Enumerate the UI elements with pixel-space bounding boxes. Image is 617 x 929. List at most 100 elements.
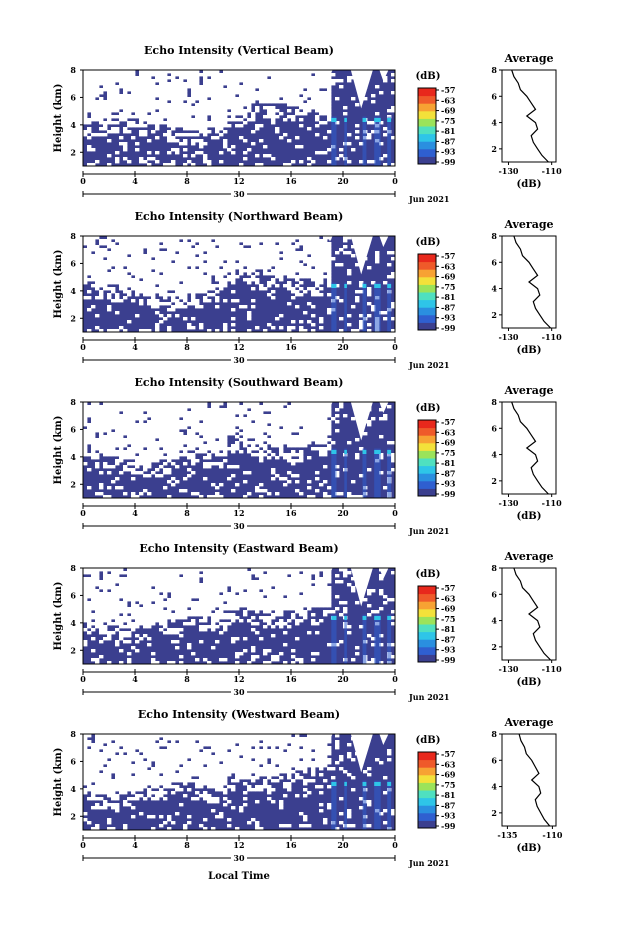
- no-data-cell: [307, 456, 312, 460]
- no-data-cell: [211, 420, 216, 424]
- no-data-cell: [227, 103, 232, 107]
- no-data-cell: [303, 426, 308, 430]
- no-data-cell: [115, 278, 120, 282]
- no-data-cell: [171, 571, 176, 575]
- no-data-cell: [147, 329, 152, 333]
- no-data-cell: [235, 109, 240, 113]
- no-data-cell: [159, 405, 164, 409]
- date-label-bg: [231, 355, 247, 364]
- no-data-cell: [283, 571, 288, 575]
- no-data-cell: [119, 607, 124, 611]
- no-data-cell: [223, 299, 228, 303]
- no-data-cell: [167, 151, 172, 155]
- no-data-cell: [307, 100, 312, 104]
- no-data-cell: [171, 100, 176, 104]
- no-data-cell: [107, 574, 112, 578]
- no-data-cell: [267, 589, 272, 593]
- no-data-cell: [327, 76, 332, 80]
- no-data-cell: [235, 100, 240, 104]
- no-data-cell: [227, 622, 232, 626]
- echo-streak: [362, 284, 367, 288]
- no-data-cell: [307, 275, 312, 279]
- no-data-cell: [103, 586, 108, 590]
- no-data-cell: [323, 438, 328, 442]
- no-data-cell: [155, 598, 160, 602]
- no-data-cell: [215, 76, 220, 80]
- no-data-cell: [127, 583, 132, 587]
- no-data-cell: [143, 438, 148, 442]
- no-data-cell: [83, 76, 88, 80]
- no-data-cell: [223, 586, 228, 590]
- no-data-cell: [271, 121, 276, 125]
- no-data-cell: [283, 82, 288, 86]
- no-data-cell: [299, 420, 304, 424]
- no-data-cell: [307, 251, 312, 255]
- no-data-cell: [267, 583, 272, 587]
- no-data-cell: [111, 73, 116, 77]
- colorbar-swatch: [418, 488, 436, 497]
- no-data-cell: [163, 263, 168, 267]
- no-data-cell: [163, 103, 168, 107]
- date-label: 30: [233, 521, 245, 531]
- no-data-cell: [355, 136, 360, 140]
- no-data-cell: [111, 408, 116, 412]
- no-data-cell: [367, 266, 372, 270]
- no-data-cell: [147, 269, 152, 273]
- no-data-cell: [295, 411, 300, 415]
- no-data-cell: [187, 127, 192, 131]
- no-data-cell: [155, 254, 160, 258]
- no-data-cell: [147, 163, 152, 167]
- no-data-cell: [271, 106, 276, 110]
- no-data-cell: [179, 269, 184, 273]
- no-data-cell: [315, 133, 320, 137]
- no-data-cell: [263, 447, 268, 451]
- no-data-cell: [127, 251, 132, 255]
- no-data-cell: [267, 598, 272, 602]
- no-data-cell: [147, 574, 152, 578]
- no-data-cell: [115, 103, 120, 107]
- no-data-cell: [107, 586, 112, 590]
- no-data-cell: [175, 151, 180, 155]
- no-data-cell: [299, 405, 304, 409]
- no-data-cell: [327, 411, 332, 415]
- no-data-cell: [107, 272, 112, 276]
- no-data-cell: [155, 263, 160, 267]
- no-data-cell: [307, 426, 312, 430]
- no-data-cell: [259, 239, 264, 243]
- no-data-cell: [163, 408, 168, 412]
- no-data-cell: [135, 103, 140, 107]
- no-data-cell: [215, 124, 220, 128]
- colorbar: (dB)-57-63-69-75-81-87-93-99: [416, 71, 456, 167]
- no-data-cell: [243, 586, 248, 590]
- no-data-cell: [119, 402, 124, 406]
- no-data-cell: [179, 103, 184, 107]
- no-data-cell: [147, 586, 152, 590]
- no-data-cell: [303, 103, 308, 107]
- no-data-cell: [155, 73, 160, 77]
- no-data-cell: [359, 447, 364, 451]
- no-data-cell: [219, 402, 224, 406]
- colorbar-swatch: [418, 110, 436, 119]
- no-data-cell: [175, 586, 180, 590]
- no-data-cell: [151, 616, 156, 620]
- no-data-cell: [327, 160, 332, 164]
- no-data-cell: [107, 622, 112, 626]
- no-data-cell: [175, 278, 180, 282]
- no-data-cell: [139, 106, 144, 110]
- no-data-cell: [171, 305, 176, 309]
- no-data-cell: [391, 73, 396, 77]
- no-data-cell: [107, 423, 112, 427]
- x-tick-label: 8: [184, 176, 190, 186]
- no-data-cell: [195, 402, 200, 406]
- no-data-cell: [319, 402, 324, 406]
- no-data-cell: [187, 592, 192, 596]
- no-data-cell: [175, 106, 180, 110]
- no-data-cell: [359, 142, 364, 146]
- no-data-cell: [175, 423, 180, 427]
- no-data-cell: [199, 604, 204, 608]
- no-data-cell: [327, 414, 332, 418]
- no-data-cell: [279, 622, 284, 626]
- no-data-cell: [151, 417, 156, 421]
- no-data-cell: [171, 589, 176, 593]
